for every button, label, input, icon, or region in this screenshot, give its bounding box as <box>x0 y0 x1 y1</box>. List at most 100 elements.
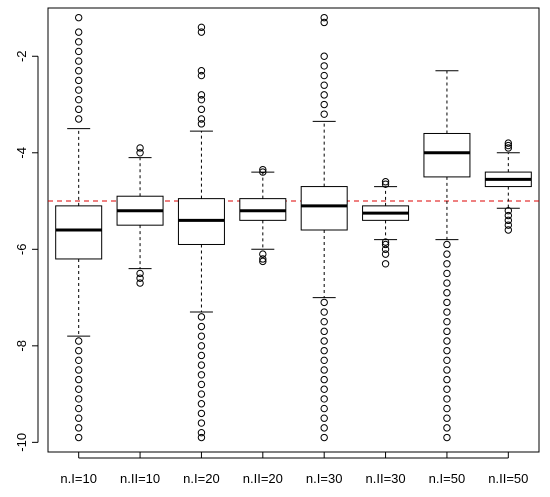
outlier-point <box>443 375 451 384</box>
outlier-point <box>443 240 451 249</box>
outlier-point <box>381 238 390 246</box>
box-group <box>116 144 164 287</box>
outlier-point <box>197 23 206 32</box>
outlier-point <box>74 346 83 355</box>
outlier-point <box>320 366 328 374</box>
y-tick-label: -4 <box>14 147 29 159</box>
outlier-point <box>504 226 513 234</box>
outlier-point <box>74 337 83 345</box>
outlier-point <box>504 144 513 152</box>
outlier-point <box>443 298 451 307</box>
box-iqr <box>423 132 471 178</box>
y-axis: -10 -8 -6 -4 -2 <box>14 50 38 452</box>
box-group <box>239 165 287 266</box>
x-tick-label: n.II=50 <box>488 471 528 486</box>
outlier-point <box>443 269 451 278</box>
outlier-point <box>443 414 451 422</box>
plot-frame <box>47 7 540 453</box>
outlier-point <box>197 428 206 437</box>
outlier-point <box>381 250 390 258</box>
box-group <box>484 139 532 234</box>
outlier-point <box>197 71 206 80</box>
x-tick-label: n.I=10 <box>60 471 97 486</box>
outlier-point <box>259 165 267 174</box>
outlier-point <box>443 317 451 326</box>
box-group <box>177 23 225 442</box>
outlier-point <box>197 322 206 331</box>
outlier-point <box>381 245 390 254</box>
outlier-point <box>136 269 144 278</box>
x-tick-label: n.II=30 <box>366 471 406 486</box>
outlier-point <box>74 404 83 413</box>
outlier-point <box>197 342 206 350</box>
y-tick-label: -8 <box>14 340 29 352</box>
outlier-point <box>197 380 206 389</box>
outlier-point <box>320 424 328 432</box>
outlier-point <box>443 404 451 413</box>
outlier-point <box>197 419 206 427</box>
outlier-point <box>320 100 328 109</box>
outlier-point <box>320 81 328 89</box>
x-axis-labels: n.I=10 n.II=10 n.I=20 n.II=20 n.I=30 n.II=30 n… <box>60 452 528 486</box>
outlier-point <box>443 356 451 365</box>
outlier-point <box>74 13 83 22</box>
outlier-point <box>197 95 206 104</box>
outlier-point <box>74 375 83 384</box>
outlier-point <box>443 250 451 258</box>
x-tick-label: n.I=20 <box>183 471 220 486</box>
outlier-point <box>197 313 206 321</box>
outlier-point <box>136 149 144 157</box>
outlier-point <box>197 400 206 408</box>
outlier-point <box>74 424 83 432</box>
outlier-point <box>381 260 390 268</box>
box-group <box>55 13 103 442</box>
outlier-point <box>320 91 328 99</box>
outlier-point <box>197 351 206 360</box>
outlier-point <box>197 332 206 340</box>
outlier-point <box>443 385 451 393</box>
outlier-point <box>259 257 267 266</box>
outlier-point <box>259 255 267 263</box>
outlier-point <box>320 385 328 393</box>
x-tick-label: n.I=50 <box>429 471 466 486</box>
outlier-point <box>197 361 206 369</box>
outlier-point <box>443 424 451 432</box>
outlier-point <box>504 211 513 220</box>
x-tick-label: n.I=30 <box>306 471 343 486</box>
outlier-point <box>136 274 144 282</box>
outlier-point <box>320 62 328 70</box>
outlier-point <box>381 180 390 188</box>
outlier-point <box>443 366 451 374</box>
outlier-point <box>74 28 83 36</box>
outlier-point <box>381 178 390 186</box>
outlier-point <box>320 52 328 60</box>
outlier-point <box>259 168 267 176</box>
outlier-point <box>381 240 390 249</box>
outlier-point <box>320 404 328 413</box>
outlier-point <box>443 279 451 287</box>
box-iqr <box>55 205 103 260</box>
box-group <box>423 70 471 442</box>
outlier-point <box>320 346 328 355</box>
outlier-point <box>320 308 328 316</box>
outlier-point <box>197 115 206 123</box>
outlier-point <box>74 356 83 365</box>
outlier-point <box>197 105 206 114</box>
outlier-point <box>443 337 451 345</box>
outlier-point <box>74 366 83 374</box>
outlier-point <box>74 86 83 94</box>
outlier-point <box>74 395 83 403</box>
box-iqr <box>300 186 348 231</box>
outlier-point <box>197 28 206 36</box>
outlier-point <box>74 385 83 393</box>
x-tick-label: n.II=20 <box>243 471 283 486</box>
outlier-point <box>443 327 451 336</box>
outlier-point <box>74 95 83 104</box>
box-group <box>300 13 348 442</box>
outlier-point <box>197 371 206 379</box>
outlier-point <box>443 260 451 268</box>
outlier-point <box>320 110 328 118</box>
outlier-point <box>443 308 451 316</box>
outlier-point <box>74 414 83 422</box>
outlier-point <box>443 395 451 403</box>
